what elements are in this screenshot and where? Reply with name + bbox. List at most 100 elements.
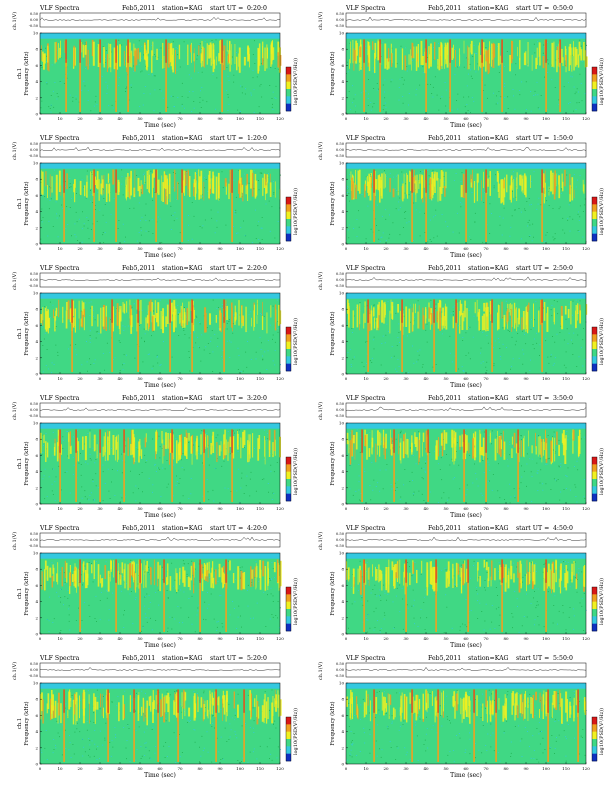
burst-core [139,559,141,583]
x-tick-label: 110 [562,636,570,641]
x-tick-label: 110 [256,376,264,381]
colorbar-segment [286,334,291,342]
y-tick-label: 10 [339,421,345,426]
colorbar-segment [286,609,291,617]
colorbar-segment [592,594,597,602]
burst-core [435,559,437,583]
y-tick-label: 8 [341,47,344,52]
x-axis-label: Time (sec) [450,382,482,389]
spectrum-top-band [40,553,280,559]
amplitude-tick-label: -0.50 [335,284,345,288]
burst-mark [191,299,193,372]
header-start-ut: 4:50:0 [553,525,573,532]
burst-core [79,559,81,583]
x-tick-label: 30 [97,246,103,251]
burst-core [577,689,579,713]
y-tick-label: 2 [35,95,38,100]
y-tick-label: 8 [341,437,344,442]
spectrogram-chart: VLF Spectra Feb5,2011 station=KAG start UT … [11,265,299,389]
header-start-prefix: start UT = [210,265,243,272]
colorbar-frame [591,66,598,112]
x-tick-label: 120 [276,636,284,641]
amplitude-tick-label: 0.50 [336,402,345,406]
channel-tag: ch.1 [17,458,23,469]
burst-core [231,169,233,193]
burst-mark [231,429,233,502]
colorbar-segment [286,103,291,112]
spectrogram-chart: VLF Spectra Feb5,2011 station=KAG start UT … [317,265,605,389]
amplitude-tick-label: -0.50 [29,284,39,288]
header-title: VLF Spectra [345,525,386,532]
amplitude-tick-label: 0.50 [336,532,345,536]
y-tick-label: 8 [341,697,344,702]
burst-core [401,299,403,323]
colorbar-frame [285,456,292,502]
colorbar-segment [592,609,597,617]
colorbar-segment [592,96,597,104]
burst-mark [71,299,73,372]
burst-core [127,39,129,63]
burst-core [221,39,223,63]
burst-mark [517,429,519,502]
burst-core [157,689,159,713]
spectrum-top-band [40,423,280,429]
amplitude-frame [345,142,587,158]
burst-core [99,39,101,63]
amplitude-tick-label: 0.50 [30,12,39,16]
spectra-panel: VLF Spectra Feb5,2011 station=KAG start UT … [306,133,612,261]
x-tick-label: 30 [97,636,103,641]
x-axis-label: Time (sec) [144,772,176,779]
header-station: station=KAG [162,395,203,402]
x-tick-label: 10 [363,766,369,771]
x-tick-label: 50 [137,376,143,381]
y-tick-label: 10 [33,551,39,556]
y-tick-label: 10 [33,421,39,426]
header-title: VLF Spectra [39,135,80,142]
spectrum-top-band [40,293,280,299]
y-tick-label: 0 [341,762,344,767]
x-tick-label: 30 [97,506,103,511]
y-tick-label: 10 [33,31,39,36]
amplitude-trace [39,667,280,671]
header-start-prefix: start UT = [516,655,549,662]
x-tick-label: 0 [345,116,348,121]
colorbar-segment [592,486,597,494]
colorbar-segment [286,616,291,624]
header-start-prefix: start UT = [516,5,549,12]
x-tick-label: 70 [177,246,183,251]
spectra-panel: VLF Spectra Feb5,2011 station=KAG start UT … [306,523,612,651]
colorbar-segment [286,587,291,595]
colorbar-segment [286,753,291,762]
x-tick-label: 20 [383,506,389,511]
x-tick-label: 70 [483,636,489,641]
x-tick-label: 20 [77,376,83,381]
y-tick-label: 0 [35,762,38,767]
colorbar-segment [286,197,291,205]
colorbar-segment [592,67,597,75]
burst-mark [435,559,437,632]
x-axis-label: Time (sec) [450,122,482,129]
burst-mark [463,429,465,502]
spectrum-texture [346,299,588,374]
header-start-ut: 5:50:0 [553,655,573,662]
burst-mark [133,689,135,762]
spectra-panel: VLF Spectra Feb5,2011 station=KAG start UT … [0,133,306,261]
colorbar-segment [286,219,291,227]
header-date: Feb5,2011 [428,265,461,272]
burst-core [181,169,183,193]
burst-mark [137,299,139,372]
burst-mark [59,429,61,502]
colorbar-segment [286,349,291,357]
header-date: Feb5,2011 [428,655,461,662]
colorbar-segment [286,363,291,372]
y-tick-label: 0 [341,632,344,637]
burst-mark [93,169,95,242]
x-tick-label: 100 [542,376,550,381]
amplitude-tick-label: -0.50 [335,414,345,418]
amplitude-trace [345,406,587,411]
x-tick-label: 80 [503,116,509,121]
burst-mark [199,559,201,632]
spectra-panel: VLF Spectra Feb5,2011 station=KAG start UT … [306,393,612,521]
header-date: Feb5,2011 [122,5,155,12]
spectrogram-chart: VLF Spectra Feb5,2011 station=KAG start UT … [11,5,299,129]
